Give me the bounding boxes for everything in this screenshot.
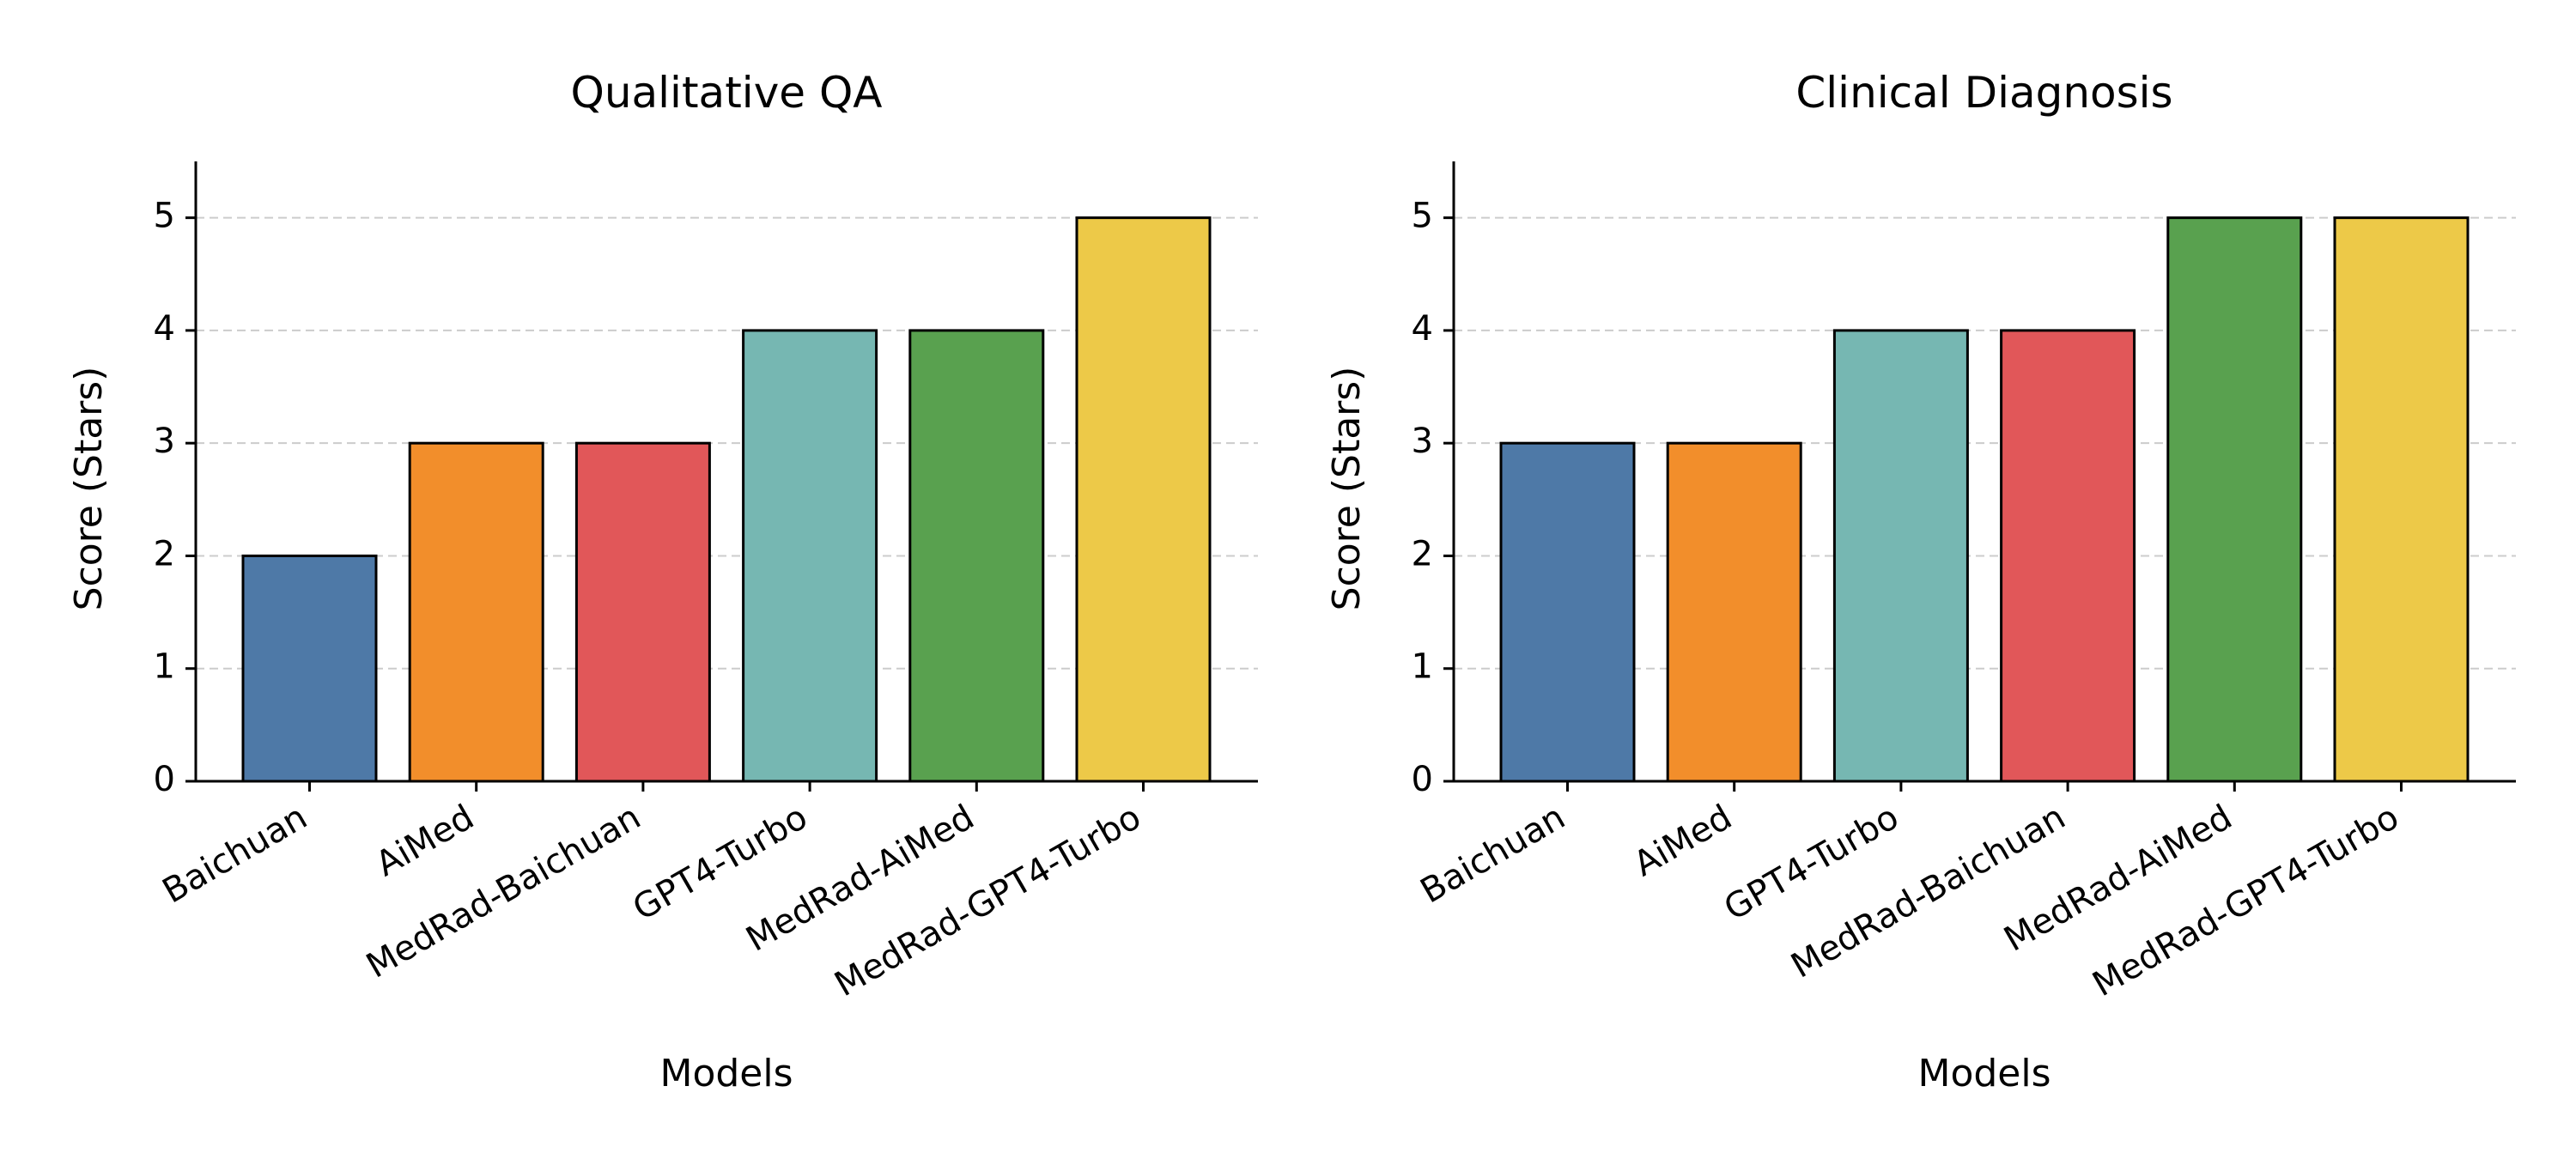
y-tick-label: 1 [154, 647, 175, 687]
chart-title: Clinical Diagnosis [1795, 68, 2172, 118]
y-axis-label: Score (Stars) [67, 367, 111, 611]
x-tick-label: MedRad-GPT4-Turbo [2086, 798, 2405, 1004]
chart-title: Qualitative QA [570, 68, 882, 118]
x-tick-label: AiMed [1627, 798, 1739, 884]
x-tick-label: AiMed [369, 798, 481, 884]
x-tick-label: MedRad-Baichuan [360, 798, 647, 986]
bar-aimed [1666, 441, 1802, 783]
bar-medrad-baichuan [2000, 329, 2136, 783]
bar-baichuan [241, 554, 378, 783]
y-tick-label: 2 [1412, 534, 1433, 573]
bar-medrad-aimed [908, 329, 1045, 783]
bar-medrad-gpt4-turbo [1075, 216, 1212, 783]
y-tick-label: 3 [1412, 422, 1433, 461]
x-axis-label: Models [1917, 1052, 2050, 1095]
x-tick-label: Baichuan [156, 798, 314, 912]
y-tick-label: 2 [154, 534, 175, 573]
bar-medrad-gpt4-turbo [2333, 216, 2470, 783]
bar-aimed [408, 441, 544, 783]
x-tick-label: Baichuan [1414, 798, 1572, 912]
y-tick-label: 3 [154, 422, 175, 461]
y-tick-label: 5 [1412, 197, 1433, 236]
bar-gpt4-turbo [742, 329, 878, 783]
y-tick-label: 0 [154, 760, 175, 799]
y-tick-label: 1 [1412, 647, 1433, 687]
bar-medrad-aimed [2166, 216, 2303, 783]
y-axis-label: Score (Stars) [1325, 367, 1369, 611]
bar-medrad-baichuan [574, 441, 711, 783]
x-tick-label: MedRad-Baichuan [1784, 798, 2072, 986]
y-tick-label: 0 [1412, 760, 1433, 799]
y-tick-label: 4 [1412, 309, 1433, 349]
x-axis-label: Models [659, 1052, 793, 1095]
y-tick-label: 4 [154, 309, 175, 349]
bar-baichuan [1499, 441, 1636, 783]
bar-gpt4-turbo [1832, 329, 1969, 783]
y-tick-label: 5 [154, 197, 175, 236]
x-tick-label: MedRad-GPT4-Turbo [828, 798, 1147, 1004]
